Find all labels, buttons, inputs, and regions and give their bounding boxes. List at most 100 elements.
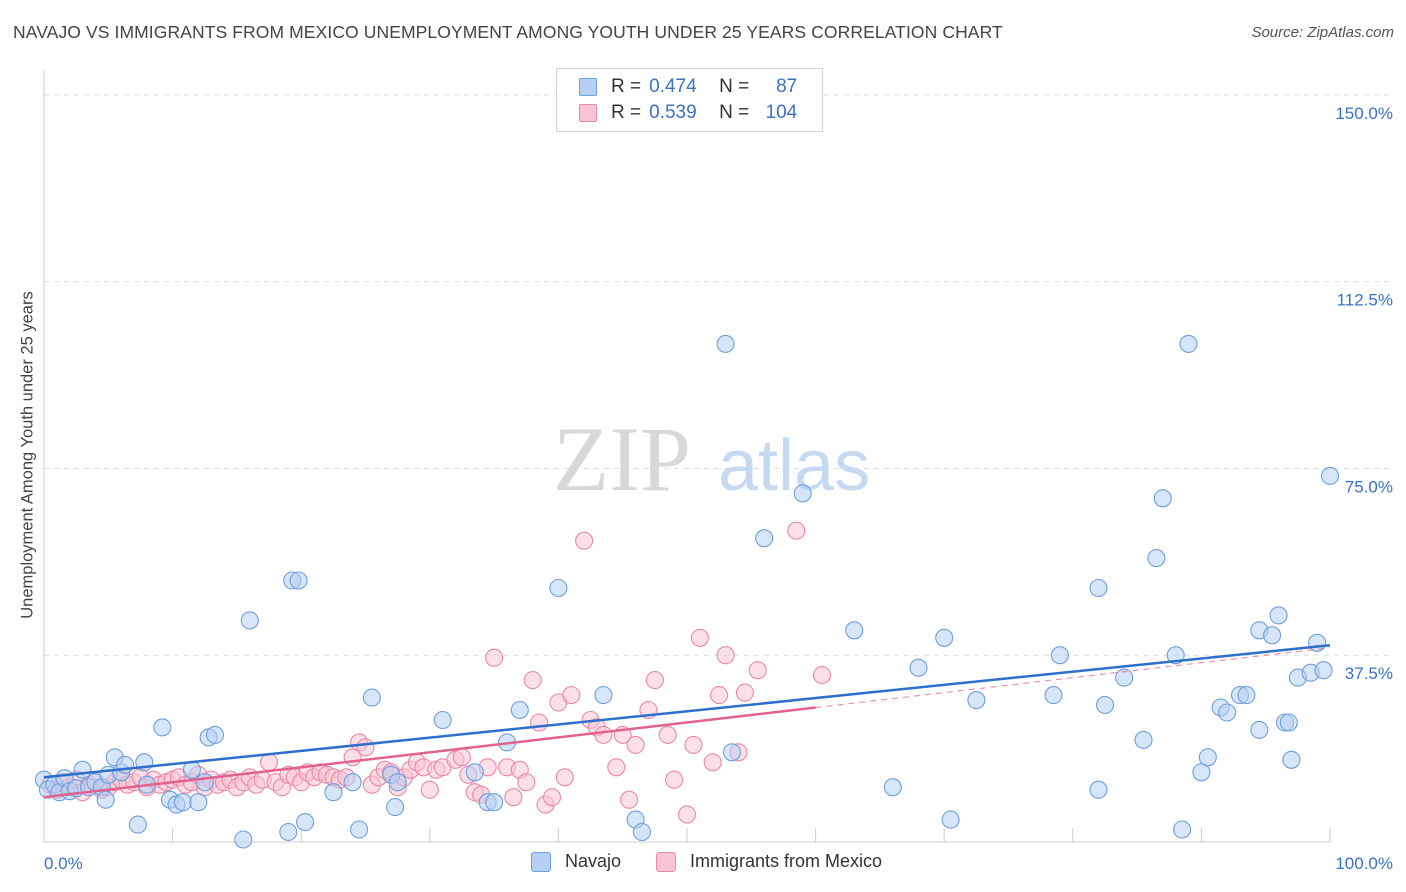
mexico-point-49 bbox=[356, 738, 375, 757]
mexico-point-59 bbox=[420, 780, 439, 799]
navajo-point-52 bbox=[716, 334, 735, 353]
navajo-point-22 bbox=[173, 793, 192, 812]
navajo-point-71 bbox=[1192, 763, 1211, 782]
navajo-point-76 bbox=[1237, 686, 1256, 705]
navajo-point-34 bbox=[324, 783, 343, 802]
navajo-point-87 bbox=[1314, 661, 1333, 680]
navajo-point-58 bbox=[935, 628, 954, 647]
navajo-point-46 bbox=[510, 700, 529, 720]
navajo-point-7 bbox=[73, 760, 92, 779]
navajo-point-61 bbox=[1044, 686, 1063, 705]
mexico-point-79 bbox=[562, 686, 581, 705]
x-tick-label-min: 0.0% bbox=[44, 854, 83, 873]
source-label: Source: ZipAtlas.com bbox=[1251, 24, 1394, 41]
r-label: R = bbox=[611, 76, 642, 97]
watermark-zip: ZIP bbox=[553, 408, 691, 510]
navajo-point-90 bbox=[1089, 780, 1108, 799]
navajo-point-36 bbox=[350, 820, 369, 839]
mexico-point-76 bbox=[542, 788, 562, 807]
mexico-point-63 bbox=[452, 748, 471, 767]
legend-item-mexico[interactable]: Immigrants from Mexico bbox=[656, 851, 882, 872]
points-navajo bbox=[34, 334, 1340, 849]
navajo-point-63 bbox=[1089, 578, 1108, 598]
legend-label-mexico: Immigrants from Mexico bbox=[690, 851, 883, 871]
navajo-point-72 bbox=[1198, 748, 1217, 767]
navajo-point-88 bbox=[1320, 466, 1340, 485]
navajo-point-74 bbox=[1218, 703, 1237, 722]
r-label: R = bbox=[611, 102, 642, 123]
mexico-point-84 bbox=[607, 758, 626, 777]
mexico-point-91 bbox=[665, 770, 684, 789]
navajo-point-12 bbox=[96, 790, 115, 809]
trend-lines bbox=[43, 644, 1331, 799]
mexico-point-95 bbox=[703, 753, 722, 772]
navajo-legend-swatch bbox=[531, 851, 551, 872]
navajo-point-25 bbox=[195, 773, 214, 792]
mexico-point-83 bbox=[594, 725, 613, 744]
navajo-point-44 bbox=[485, 793, 504, 812]
mexico-point-87 bbox=[626, 735, 645, 754]
mexico-point-74 bbox=[530, 713, 549, 732]
navajo-point-54 bbox=[793, 484, 812, 503]
mexico-point-101 bbox=[787, 521, 806, 540]
y-tick-label-1: 75.0% bbox=[1345, 477, 1393, 496]
navajo-point-27 bbox=[205, 725, 225, 744]
mexico-point-73 bbox=[523, 671, 542, 690]
series-legend: Navajo Immigrants from Mexico bbox=[0, 851, 1406, 877]
mexico-point-100 bbox=[748, 661, 767, 680]
navajo-point-40 bbox=[388, 773, 407, 792]
mexico-trend-line bbox=[43, 706, 816, 799]
navajo-point-79 bbox=[1263, 626, 1282, 645]
navajo-swatch bbox=[579, 78, 597, 96]
navajo-point-42 bbox=[465, 763, 484, 782]
mexico-point-99 bbox=[735, 683, 754, 702]
navajo-point-24 bbox=[189, 793, 208, 812]
navajo-point-28 bbox=[234, 830, 253, 849]
x-tick-label-max: 100.0% bbox=[1335, 854, 1393, 873]
navajo-point-83 bbox=[1282, 750, 1301, 769]
mexico-point-89 bbox=[645, 671, 664, 690]
mexico-point-96 bbox=[710, 686, 729, 705]
n-label: N = bbox=[719, 76, 750, 97]
navajo-point-39 bbox=[386, 798, 405, 817]
navajo-point-62 bbox=[1050, 646, 1069, 665]
navajo-point-70 bbox=[1173, 820, 1192, 839]
navajo-point-32 bbox=[289, 571, 308, 590]
axes bbox=[43, 70, 1331, 843]
mexico-point-97 bbox=[716, 646, 735, 665]
navajo-point-89 bbox=[1179, 334, 1198, 353]
mexico-point-70 bbox=[504, 788, 523, 807]
navajo-trend-line bbox=[43, 644, 1331, 779]
mexico-point-78 bbox=[555, 768, 574, 787]
navajo-point-64 bbox=[1095, 695, 1115, 715]
legend-item-navajo[interactable]: Navajo bbox=[531, 851, 621, 872]
navajo-point-50 bbox=[632, 822, 652, 842]
n-label: N = bbox=[719, 102, 750, 123]
n-value-navajo: 87 bbox=[776, 76, 798, 97]
points-mexico bbox=[41, 521, 832, 824]
gridlines bbox=[44, 94, 1394, 656]
mexico-point-94 bbox=[690, 628, 709, 647]
navajo-point-48 bbox=[594, 686, 613, 705]
n-value-mexico: 104 bbox=[765, 102, 798, 123]
navajo-point-30 bbox=[279, 822, 298, 842]
tick-labels: 37.5% 75.0% 112.5% 150.0% 0.0% 100.0% bbox=[44, 104, 1393, 873]
mexico-point-90 bbox=[658, 725, 677, 744]
chart-title: NAVAJO VS IMMIGRANTS FROM MEXICO UNEMPLO… bbox=[13, 22, 1003, 42]
mexico-swatch bbox=[579, 104, 597, 122]
mexico-point-86 bbox=[620, 790, 639, 809]
navajo-point-35 bbox=[343, 773, 362, 792]
navajo-point-56 bbox=[883, 778, 902, 797]
navajo-point-66 bbox=[1134, 730, 1153, 749]
r-value-mexico: 0.539 bbox=[649, 102, 697, 123]
navajo-point-80 bbox=[1269, 606, 1288, 625]
r-value-navajo: 0.474 bbox=[649, 76, 697, 97]
mexico-point-68 bbox=[485, 648, 504, 667]
navajo-point-33 bbox=[296, 813, 315, 832]
navajo-point-57 bbox=[909, 658, 928, 677]
y-tick-label-0: 37.5% bbox=[1345, 664, 1393, 683]
mexico-trend-extension bbox=[815, 647, 1331, 709]
stats-row-mexico: R = 0.539 N = 104 bbox=[579, 100, 797, 126]
mexico-point-72 bbox=[517, 773, 536, 792]
